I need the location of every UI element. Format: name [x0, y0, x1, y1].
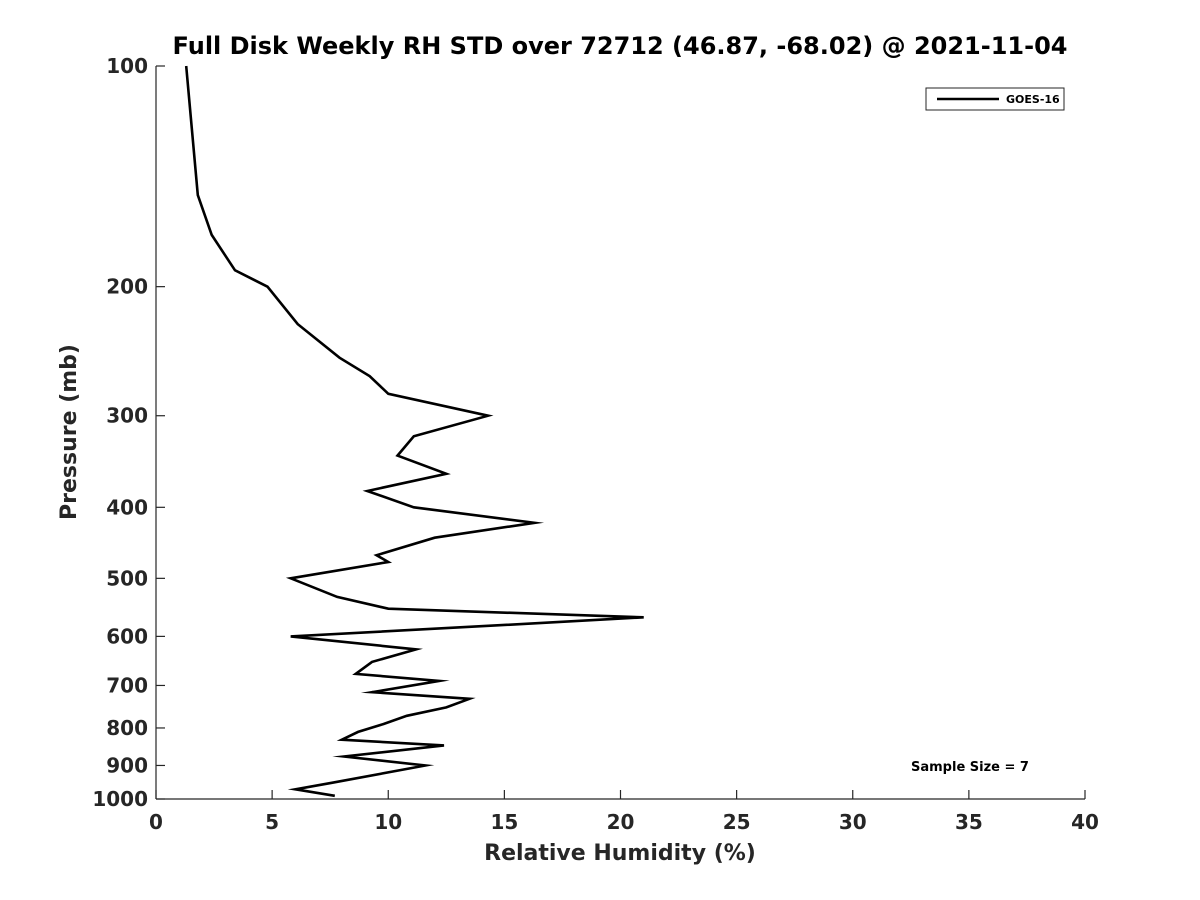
y-axis-ticks: 100 200 300 400 500 600 700 800 900 1000 [92, 54, 165, 811]
x-tick-label-35: 35 [955, 810, 983, 834]
x-tick-label-10: 10 [374, 810, 402, 834]
x-tick-label-15: 15 [490, 810, 518, 834]
y-tick-label-1000: 1000 [92, 787, 148, 811]
x-tick-label-25: 25 [723, 810, 751, 834]
chart-title: Full Disk Weekly RH STD over 72712 (46.8… [173, 32, 1068, 60]
x-axis-ticks: 0 5 10 15 20 25 30 35 40 [149, 790, 1099, 834]
legend: GOES-16 [925, 87, 1065, 111]
y-tick-label-700: 700 [106, 673, 148, 697]
y-tick-label-400: 400 [106, 495, 148, 519]
series-line-goes-16 [184, 65, 644, 798]
y-tick-label-300: 300 [106, 404, 148, 428]
y-tick-label-600: 600 [106, 624, 148, 648]
x-axis-label: Relative Humidity (%) [484, 841, 756, 866]
y-tick-label-500: 500 [106, 566, 148, 590]
y-axis-label: Pressure (mb) [57, 344, 82, 520]
series-lines [184, 65, 644, 798]
x-tick-label-5: 5 [265, 810, 279, 834]
y-tick-label-900: 900 [106, 753, 148, 777]
x-tick-label-40: 40 [1071, 810, 1099, 834]
sample-size-annotation: Sample Size = 7 [911, 760, 1029, 775]
x-tick-label-30: 30 [839, 810, 867, 834]
plot-area [156, 66, 1085, 799]
legend-label-goes-16: GOES-16 [1006, 93, 1060, 106]
y-tick-label-200: 200 [106, 275, 148, 299]
y-tick-label-100: 100 [106, 54, 148, 78]
x-tick-label-20: 20 [607, 810, 635, 834]
x-tick-label-0: 0 [149, 810, 163, 834]
y-tick-label-800: 800 [106, 716, 148, 740]
